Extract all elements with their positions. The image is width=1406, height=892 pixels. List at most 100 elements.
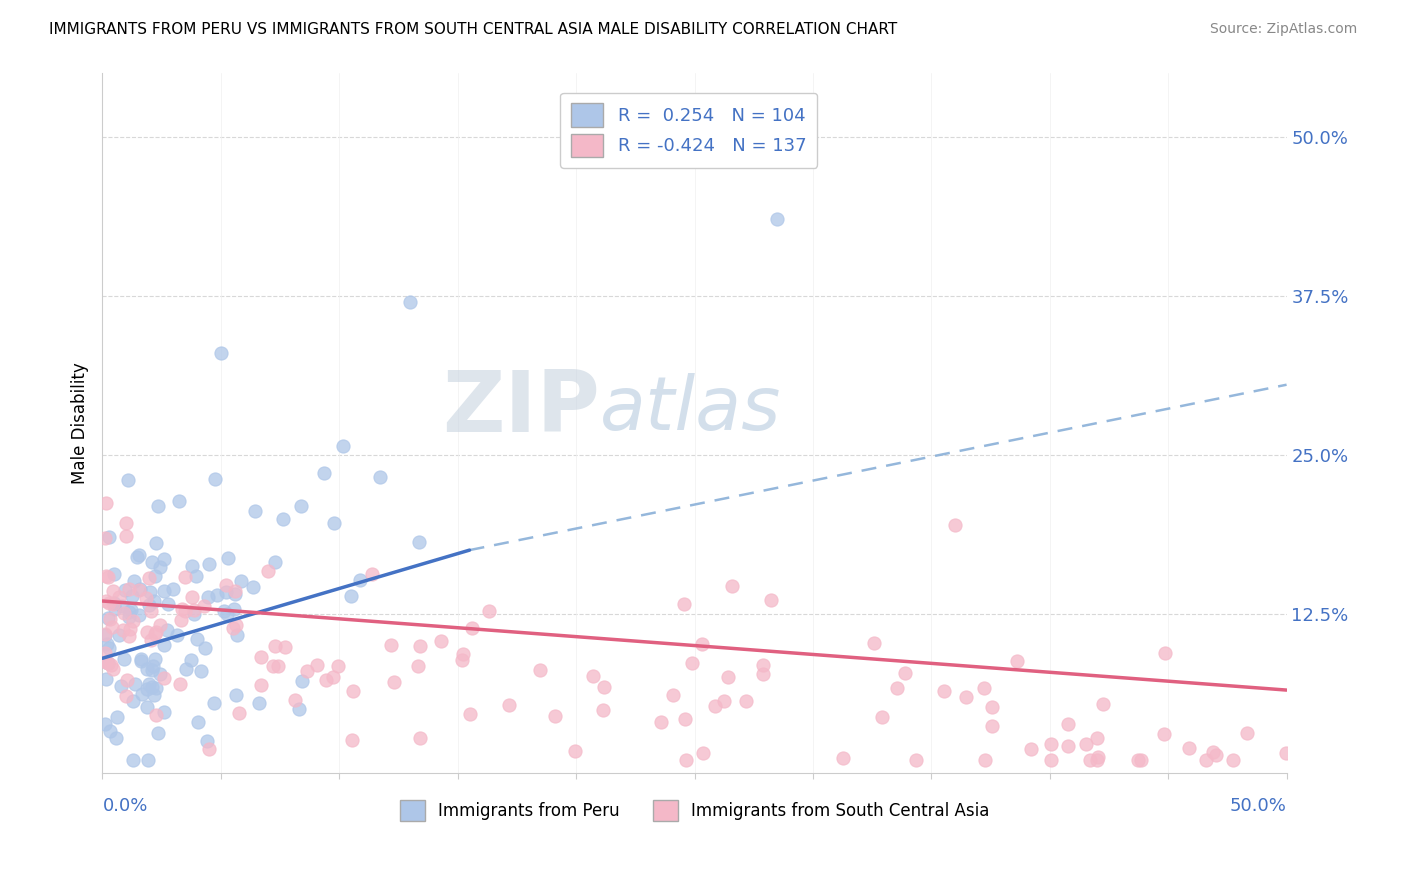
Point xyxy=(183,602,205,616)
Point xyxy=(194,641,217,656)
Point xyxy=(564,744,586,758)
Point xyxy=(406,659,429,673)
Point xyxy=(101,662,124,676)
Point xyxy=(129,582,152,597)
Point xyxy=(93,646,115,660)
Text: ZIP: ZIP xyxy=(441,368,600,450)
Point xyxy=(1153,726,1175,740)
Point xyxy=(135,662,157,676)
Point xyxy=(204,472,226,486)
Point xyxy=(135,700,157,714)
Point xyxy=(224,602,246,616)
Point xyxy=(224,584,246,599)
Point xyxy=(332,439,354,453)
Point xyxy=(122,615,145,629)
Point xyxy=(1177,740,1199,755)
Point xyxy=(974,753,997,767)
Point xyxy=(118,629,141,643)
Point xyxy=(243,504,266,518)
Point xyxy=(180,591,202,605)
Point xyxy=(307,658,329,673)
Point xyxy=(149,559,172,574)
Point xyxy=(295,664,318,678)
Point xyxy=(273,640,295,655)
Point xyxy=(110,679,132,693)
Point xyxy=(153,706,176,720)
Point xyxy=(290,500,312,514)
Point xyxy=(262,658,284,673)
Point xyxy=(751,667,773,681)
Point xyxy=(863,636,886,650)
Point xyxy=(187,715,209,730)
Point xyxy=(703,699,725,714)
Point xyxy=(1274,746,1296,760)
Point xyxy=(152,584,174,599)
Point xyxy=(145,624,167,639)
Point xyxy=(264,555,287,569)
Point xyxy=(593,680,616,694)
Point xyxy=(97,570,120,584)
Point xyxy=(221,621,243,635)
Point xyxy=(759,593,782,607)
Point xyxy=(100,723,122,738)
Point xyxy=(141,663,163,677)
Point xyxy=(96,637,118,651)
Point xyxy=(146,726,169,740)
Point xyxy=(94,628,117,642)
Point xyxy=(138,676,160,690)
Point xyxy=(122,694,145,708)
Point xyxy=(228,706,250,720)
Point xyxy=(153,638,176,652)
Point xyxy=(291,674,314,689)
Point xyxy=(118,582,141,596)
Text: 50.0%: 50.0% xyxy=(1230,797,1286,815)
Point xyxy=(97,611,120,625)
Point xyxy=(690,637,713,651)
Point xyxy=(155,624,177,638)
Point xyxy=(97,641,120,656)
Point xyxy=(461,621,484,635)
Point xyxy=(662,688,685,702)
Point xyxy=(112,624,135,638)
Point xyxy=(212,604,235,618)
Point xyxy=(498,698,520,712)
Point xyxy=(409,731,432,746)
Text: 0.0%: 0.0% xyxy=(103,797,148,815)
Point xyxy=(94,655,117,669)
Point xyxy=(174,569,197,583)
Point xyxy=(104,602,127,616)
Point xyxy=(675,753,697,767)
Point xyxy=(98,611,121,625)
Point xyxy=(1236,726,1258,740)
Point xyxy=(943,517,966,532)
Point xyxy=(368,470,391,484)
Point xyxy=(328,658,350,673)
Point xyxy=(149,618,172,632)
Point xyxy=(453,647,475,661)
Point xyxy=(115,529,138,543)
Point xyxy=(581,669,603,683)
Point xyxy=(94,626,117,640)
Point xyxy=(349,573,371,587)
Point xyxy=(118,622,141,636)
Point xyxy=(1092,697,1115,711)
Point xyxy=(143,627,166,641)
Point xyxy=(544,709,567,723)
Point xyxy=(1202,745,1225,759)
Point xyxy=(145,536,167,550)
Point xyxy=(135,591,157,606)
Point xyxy=(94,496,117,510)
Point xyxy=(242,580,264,594)
Point xyxy=(1205,747,1227,762)
Point xyxy=(380,638,402,652)
Point xyxy=(115,689,138,703)
Point xyxy=(408,535,430,549)
Point xyxy=(288,702,311,716)
Point xyxy=(142,659,165,673)
Point xyxy=(1057,739,1080,753)
Point xyxy=(174,661,197,675)
Point xyxy=(169,613,191,627)
Point xyxy=(94,672,117,686)
Point xyxy=(1154,646,1177,660)
Point xyxy=(142,688,165,702)
